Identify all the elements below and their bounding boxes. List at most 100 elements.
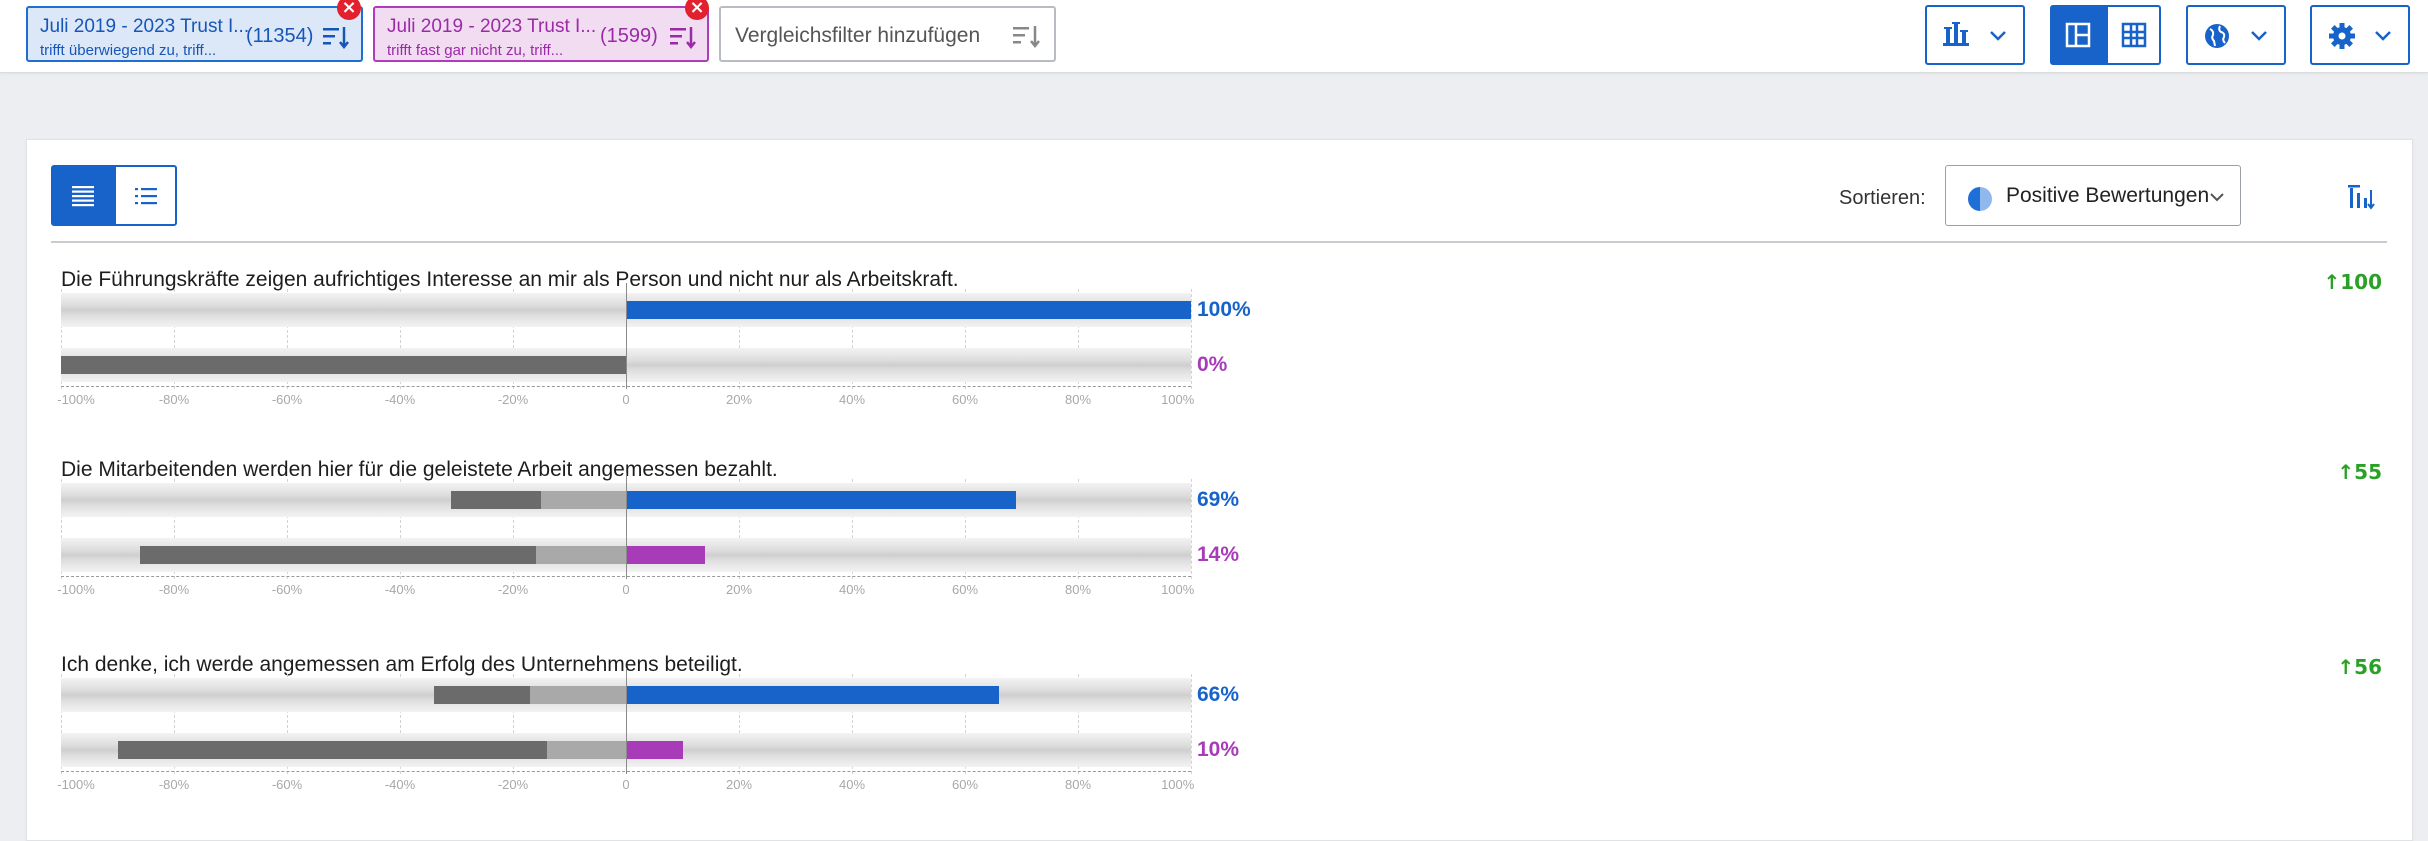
score-value: 56 <box>2354 655 2382 679</box>
filter-subtitle: trifft überwiegend zu, triff... <box>40 42 217 59</box>
question-block: Die Mitarbeitenden werden hier für die g… <box>27 458 2412 628</box>
gridline <box>1191 674 1192 774</box>
gridline <box>739 289 740 389</box>
gridline <box>174 289 175 389</box>
positive-percentage: 66% <box>1197 683 1240 706</box>
gridline <box>1078 674 1079 774</box>
tick-label: -20% <box>497 582 529 597</box>
gridline <box>1078 289 1079 389</box>
comparison-filter-chip-1[interactable]: Juli 2019 - 2023 Trust I... trifft überw… <box>26 0 363 62</box>
divider <box>51 241 2387 243</box>
chart-type-button[interactable] <box>1925 5 2025 65</box>
negative-bar[interactable] <box>117 741 547 759</box>
tick-label: -20% <box>497 392 529 407</box>
question-text: Die Mitarbeitenden werden hier für die g… <box>61 458 778 481</box>
compact-list-icon <box>135 188 157 205</box>
filter-count: (11354) <box>246 25 314 47</box>
axis-line <box>61 576 1191 577</box>
zero-line <box>626 473 627 579</box>
filter-toolbar: Juli 2019 - 2023 Trust I... trifft überw… <box>0 0 2428 73</box>
positive-bar[interactable] <box>626 301 1191 319</box>
neutral-bar[interactable] <box>529 686 626 704</box>
filter-count: (1599) <box>600 25 658 47</box>
negative-bar[interactable] <box>140 546 536 564</box>
gridline <box>287 479 288 579</box>
question-block: Ich denke, ich werde angemessen am Erfol… <box>27 653 2412 823</box>
neutral-bar[interactable] <box>535 546 626 564</box>
chevron-down-icon <box>1990 31 2006 41</box>
negative-bar[interactable] <box>433 686 530 704</box>
positive-bar[interactable] <box>626 686 999 704</box>
tick-label: -60% <box>271 392 303 407</box>
negative-bar[interactable] <box>61 356 626 374</box>
layout-grid-button[interactable] <box>2106 5 2161 65</box>
layout-toggle <box>2050 5 2161 65</box>
neutral-bar[interactable] <box>546 741 626 759</box>
gridline <box>513 479 514 579</box>
question-text: Die Führungskräfte zeigen aufrichtiges I… <box>61 268 959 291</box>
tick-label: -80% <box>158 777 190 792</box>
score-delta: ↑100 <box>2323 270 2382 294</box>
tick-label: -100% <box>57 582 95 597</box>
layout-split-button[interactable] <box>2050 5 2106 65</box>
tick-label: 100% <box>1161 777 1195 792</box>
sort-filter-icon[interactable] <box>322 24 350 50</box>
tick-label: -40% <box>384 582 416 597</box>
arrow-up-icon: ↑ <box>2337 655 2355 679</box>
settings-button[interactable] <box>2310 5 2410 65</box>
tick-label: 100% <box>1161 582 1195 597</box>
globe-icon <box>2205 24 2229 48</box>
neutral-bar[interactable] <box>541 491 626 509</box>
gridline <box>852 289 853 389</box>
gridline <box>61 289 62 389</box>
tick-label: 80% <box>1064 582 1092 597</box>
view-toggle <box>51 165 177 226</box>
gridline <box>400 479 401 579</box>
gridline <box>400 289 401 389</box>
tick-label: 20% <box>725 392 753 407</box>
tick-label: -40% <box>384 777 416 792</box>
add-filter-label: Vergleichsfilter hinzufügen <box>735 24 981 47</box>
positive-bar[interactable] <box>626 741 683 759</box>
gridline <box>400 674 401 774</box>
remove-filter-icon[interactable]: × <box>337 0 361 20</box>
gridline <box>513 289 514 389</box>
language-button[interactable] <box>2186 5 2286 65</box>
gridline <box>61 674 62 774</box>
gridline <box>852 479 853 579</box>
tick-label: -80% <box>158 392 190 407</box>
sort-value: Positive Bewertungen <box>2006 184 2210 207</box>
tick-label: 20% <box>725 582 753 597</box>
tick-label: 100% <box>1161 392 1195 407</box>
comparison-filter-chip-2[interactable]: Juli 2019 - 2023 Trust I... trifft fast … <box>373 0 709 62</box>
negative-bar[interactable] <box>450 491 542 509</box>
gridline <box>965 479 966 579</box>
settings-gear-icon <box>2329 23 2355 49</box>
detailed-view-button[interactable] <box>51 165 114 226</box>
zero-line <box>626 668 627 774</box>
zero-line <box>626 283 627 389</box>
gridline <box>965 289 966 389</box>
tick-label: 80% <box>1064 777 1092 792</box>
compact-view-button[interactable] <box>114 165 177 226</box>
gridline <box>1078 479 1079 579</box>
results-card: Sortieren: Positive Bewertungen Die Führ… <box>26 139 2413 841</box>
sort-label: Sortieren: <box>1839 187 1926 209</box>
arrow-up-icon: ↑ <box>2323 270 2341 294</box>
filter-title: Juli 2019 - 2023 Trust I... <box>387 16 597 37</box>
axis-line <box>61 386 1191 387</box>
score-delta: ↑55 <box>2337 460 2382 484</box>
gridline <box>174 674 175 774</box>
gridline <box>1191 479 1192 579</box>
gridline <box>852 674 853 774</box>
add-comparison-filter-button[interactable]: Vergleichsfilter hinzufügen <box>719 6 1056 62</box>
sort-filter-icon[interactable] <box>669 24 697 50</box>
score-delta: ↑56 <box>2337 655 2382 679</box>
gridline <box>739 674 740 774</box>
sort-order-icon[interactable] <box>2346 182 2376 212</box>
positive-bar[interactable] <box>626 491 1016 509</box>
positive-bar[interactable] <box>626 546 706 564</box>
remove-filter-icon[interactable]: × <box>685 0 709 20</box>
sort-select[interactable]: Positive Bewertungen <box>1945 165 2241 226</box>
tick-label: -40% <box>384 392 416 407</box>
